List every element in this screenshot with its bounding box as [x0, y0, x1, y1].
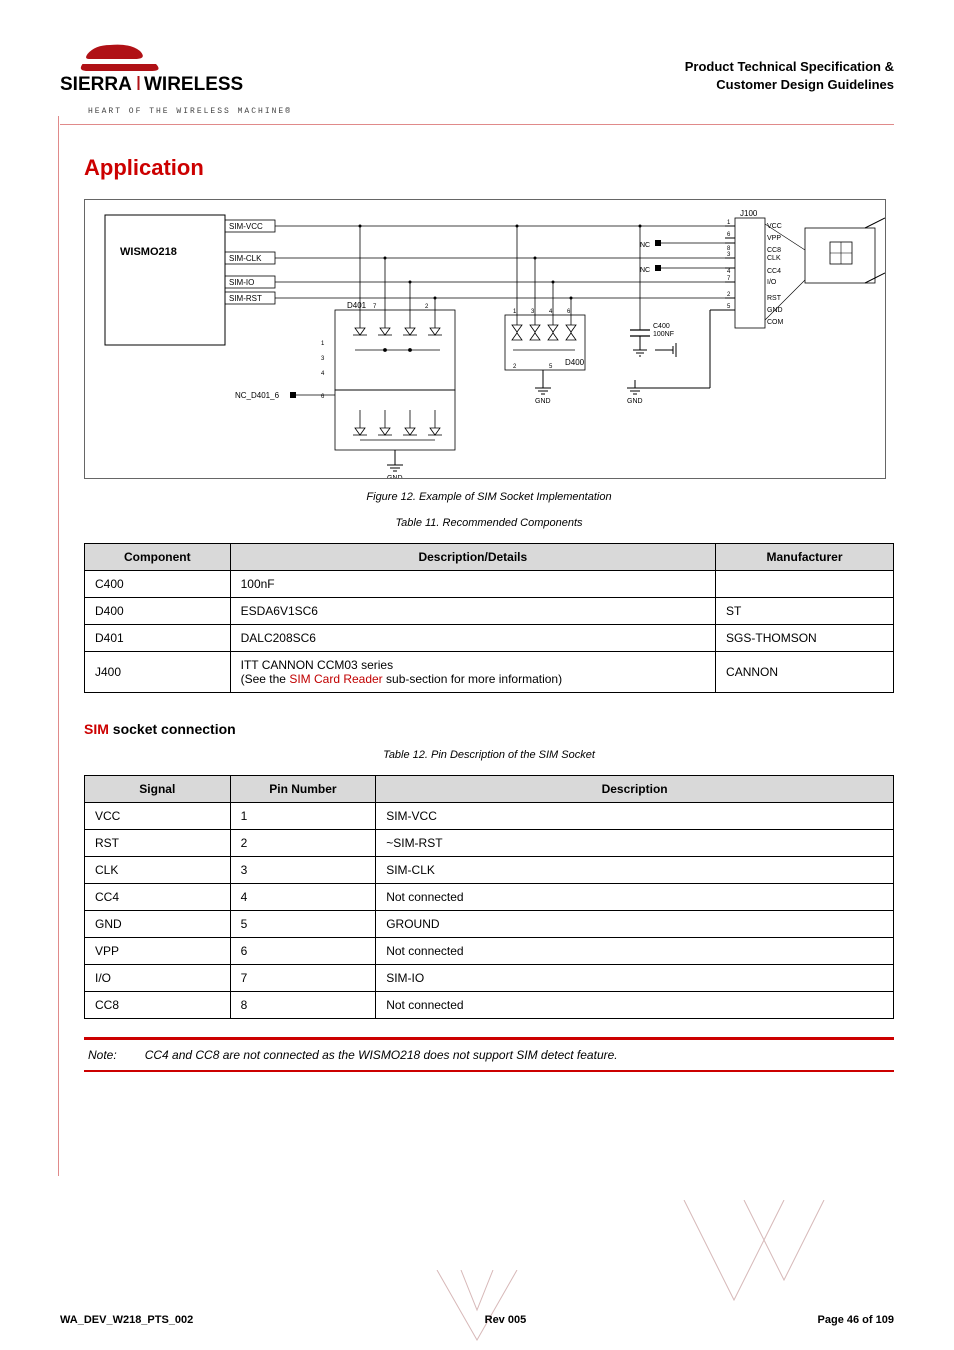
- table12-caption: Table 12. Pin Description of the SIM Soc…: [84, 749, 894, 761]
- recommended-components-table: Component Description/Details Manufactur…: [84, 543, 894, 693]
- svg-text:100NF: 100NF: [653, 331, 674, 338]
- svg-text:1: 1: [727, 220, 731, 226]
- table-row: RST2~SIM-RST: [85, 830, 894, 857]
- logo: SIERRA WIRELESS HEART OF THE WIRELESS MA…: [60, 40, 360, 116]
- svg-text:2: 2: [513, 364, 517, 370]
- svg-text:7: 7: [727, 276, 731, 282]
- table-row: I/O7SIM-IO: [85, 965, 894, 992]
- footer-page-number: Page 46 of 109: [818, 1314, 894, 1326]
- svg-text:5: 5: [549, 364, 553, 370]
- svg-text:3: 3: [727, 252, 731, 258]
- note-label: Note:: [88, 1048, 117, 1062]
- svg-text:RST: RST: [767, 295, 782, 302]
- svg-text:SIM-IO: SIM-IO: [229, 278, 254, 287]
- table-row: VCC1SIM-VCC: [85, 803, 894, 830]
- t11-h2: Description/Details: [230, 544, 715, 571]
- product-title: Product Technical Specification & Custom…: [685, 40, 894, 93]
- svg-text:4: 4: [549, 309, 553, 315]
- table-row: D400 ESDA6V1SC6 ST: [85, 598, 894, 625]
- sim-socket-heading: SIM socket connection: [84, 721, 894, 737]
- product-title-line2: Customer Design Guidelines: [685, 76, 894, 94]
- svg-text:CC4: CC4: [767, 268, 781, 275]
- table-row: C400 100nF: [85, 571, 894, 598]
- page-footer: WA_DEV_W218_PTS_002 Rev 005 Page 46 of 1…: [60, 1314, 894, 1326]
- table-row: VPP6Not connected: [85, 938, 894, 965]
- sim-card-reader-link[interactable]: SIM Card Reader: [289, 672, 382, 686]
- vertical-rule: [58, 116, 59, 1176]
- svg-text:NC_D401_6: NC_D401_6: [235, 391, 280, 400]
- svg-text:SIM-CLK: SIM-CLK: [229, 254, 262, 263]
- svg-text:GND: GND: [535, 398, 551, 405]
- svg-text:COM: COM: [767, 319, 784, 326]
- svg-text:CLK: CLK: [767, 255, 781, 262]
- table-row: CC88Not connected: [85, 992, 894, 1019]
- svg-text:3: 3: [531, 309, 535, 315]
- svg-text:6: 6: [727, 232, 731, 238]
- figure12-caption: Figure 12. Example of SIM Socket Impleme…: [84, 491, 894, 503]
- sierra-wireless-logo: SIERRA WIRELESS: [60, 40, 340, 100]
- table-row: J400 ITT CANNON CCM03 series (See the SI…: [85, 652, 894, 693]
- logo-tagline: HEART OF THE WIRELESS MACHINE®: [60, 107, 360, 116]
- svg-text:3: 3: [321, 356, 325, 362]
- svg-text:4: 4: [727, 269, 731, 275]
- svg-text:5: 5: [727, 304, 731, 310]
- svg-text:2: 2: [425, 304, 429, 310]
- svg-text:NC: NC: [640, 242, 650, 249]
- svg-text:4: 4: [321, 371, 325, 377]
- t12-h3: Description: [376, 776, 894, 803]
- table-row: D401 DALC208SC6 SGS-THOMSON: [85, 625, 894, 652]
- section-heading-application: Application: [84, 155, 894, 181]
- table-row: CLK3SIM-CLK: [85, 857, 894, 884]
- svg-text:I/O: I/O: [767, 279, 777, 286]
- svg-text:VPP: VPP: [767, 235, 781, 242]
- svg-text:SIM-VCC: SIM-VCC: [229, 222, 263, 231]
- note-block: Note: CC4 and CC8 are not connected as t…: [84, 1037, 894, 1072]
- svg-text:D401: D401: [347, 301, 367, 310]
- t11-h3: Manufacturer: [716, 544, 894, 571]
- svg-text:WIRELESS: WIRELESS: [144, 74, 243, 95]
- svg-text:D400: D400: [565, 358, 585, 367]
- svg-text:J100: J100: [740, 210, 758, 218]
- svg-text:WISMO218: WISMO218: [120, 246, 177, 258]
- table-row: CC44Not connected: [85, 884, 894, 911]
- footer-doc-id: WA_DEV_W218_PTS_002: [60, 1314, 193, 1326]
- footer-revision: Rev 005: [485, 1314, 527, 1326]
- svg-text:SIERRA: SIERRA: [60, 74, 132, 95]
- footer-deco-center: [417, 1270, 537, 1350]
- header-rule: [60, 124, 894, 125]
- svg-text:1: 1: [513, 309, 517, 315]
- svg-text:CC8: CC8: [767, 247, 781, 254]
- svg-text:GND: GND: [387, 475, 403, 479]
- svg-text:GND: GND: [627, 398, 643, 405]
- svg-text:1: 1: [321, 341, 325, 347]
- note-text: CC4 and CC8 are not connected as the WIS…: [145, 1048, 618, 1062]
- table-row: GND5GROUND: [85, 911, 894, 938]
- t12-h1: Signal: [85, 776, 231, 803]
- svg-text:7: 7: [373, 304, 377, 310]
- footer-deco-right: [674, 1200, 834, 1320]
- t11-h1: Component: [85, 544, 231, 571]
- sim-socket-pin-table: Signal Pin Number Description VCC1SIM-VC…: [84, 775, 894, 1019]
- svg-text:6: 6: [567, 309, 571, 315]
- t12-h2: Pin Number: [230, 776, 376, 803]
- svg-text:NC: NC: [640, 267, 650, 274]
- sim-socket-diagram: WISMO218 SIM-VCC SIM-CLK SIM-IO SIM-RST …: [84, 199, 886, 479]
- svg-text:SIM-RST: SIM-RST: [229, 294, 262, 303]
- table11-caption: Table 11. Recommended Components: [84, 517, 894, 529]
- product-title-line1: Product Technical Specification &: [685, 58, 894, 76]
- svg-text:2: 2: [727, 292, 731, 298]
- svg-text:C400: C400: [653, 323, 670, 330]
